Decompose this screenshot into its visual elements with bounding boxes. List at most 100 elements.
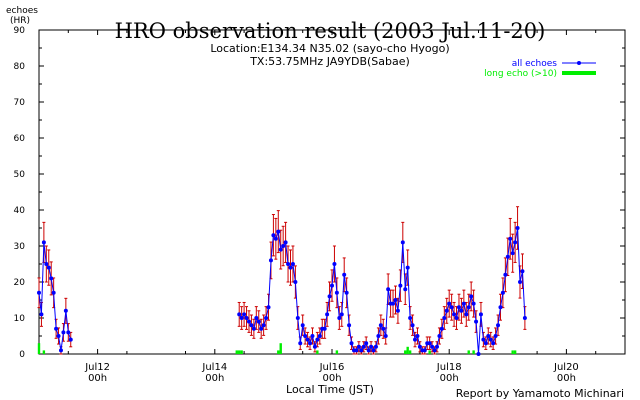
data-point [347, 323, 352, 328]
data-point [415, 334, 420, 338]
data-point [239, 316, 244, 320]
x-tick-label: Jul18 [436, 362, 462, 373]
data-point [452, 312, 457, 317]
data-point [395, 308, 400, 313]
data-point [256, 319, 261, 324]
data-point [288, 265, 293, 270]
long-echo-bar [408, 350, 412, 354]
data-point [303, 334, 308, 338]
data-point [369, 344, 374, 349]
data-point [371, 348, 376, 353]
data-point [481, 337, 486, 342]
data-point [449, 305, 454, 310]
data-point [474, 319, 479, 324]
long-echo-bar [335, 350, 339, 354]
data-point [491, 341, 496, 346]
data-point [342, 272, 347, 277]
long-echo-bar [277, 350, 280, 354]
data-point [432, 348, 437, 353]
data-point [515, 226, 520, 230]
data-point [334, 290, 339, 295]
data-point [246, 319, 251, 324]
data-point [49, 276, 54, 281]
data-point [359, 348, 364, 353]
data-point [312, 344, 317, 349]
data-point [293, 280, 298, 284]
data-point [56, 334, 61, 338]
data-point [413, 337, 418, 342]
data-point [383, 334, 388, 338]
all-echoes-line [38, 227, 526, 355]
data-point [393, 298, 398, 302]
long-echo-bar [279, 343, 282, 354]
data-point [261, 323, 266, 328]
data-point [300, 323, 305, 328]
long-echo-bar [238, 350, 241, 354]
data-point [295, 316, 300, 320]
data-point [58, 348, 63, 353]
data-point [456, 305, 461, 310]
x-tick-label: Jul16 [319, 362, 345, 373]
y-tick-label: 20 [14, 278, 26, 288]
data-point [498, 305, 503, 310]
data-point [376, 334, 381, 338]
data-point [454, 316, 459, 320]
data-point [459, 308, 464, 313]
long-echo-bar [42, 350, 46, 354]
long-echo-bar [406, 346, 409, 354]
data-point [469, 294, 474, 299]
data-point [478, 312, 483, 317]
legend-label-long-echo: long echo (>10) [484, 69, 557, 79]
data-point [44, 262, 49, 266]
data-point [422, 348, 427, 353]
data-point [283, 240, 288, 245]
data-point [66, 330, 71, 335]
long-echo-bar [37, 343, 41, 354]
long-echo-bar [472, 350, 475, 354]
data-point [308, 341, 313, 346]
data-point [522, 316, 527, 320]
long-echo-bar [404, 350, 407, 354]
data-point [437, 334, 442, 338]
data-point [408, 316, 413, 320]
data-point [305, 337, 310, 342]
data-point [339, 312, 344, 317]
data-point [505, 254, 510, 259]
data-point [427, 341, 432, 346]
series-line [238, 227, 526, 355]
data-point [464, 312, 469, 317]
data-point [349, 341, 354, 346]
y-tick-label: 30 [14, 242, 26, 252]
data-point [330, 283, 334, 288]
x-tick-sublabel: 00h [322, 373, 341, 384]
data-point [466, 305, 471, 310]
x-tick-sublabel: 00h [205, 373, 224, 384]
all-echoes-points [37, 226, 527, 356]
x-tick-sublabel: 00h [557, 373, 576, 384]
data-point [442, 316, 447, 320]
y-tick-label: 70 [14, 98, 26, 108]
data-point [237, 312, 242, 317]
data-point [486, 334, 491, 338]
data-point [508, 236, 513, 241]
data-point [322, 326, 327, 331]
data-point [434, 344, 439, 349]
y-axis-unit: (HR) [10, 16, 30, 26]
data-point [278, 247, 283, 252]
chart-title: HRO observation result (2003 Jul.11-20) [115, 19, 546, 43]
data-point [520, 269, 525, 274]
data-point [286, 262, 291, 266]
data-point [325, 312, 330, 317]
transmitter-line: TX:53.75MHz JA9YDB(Sabae) [249, 55, 410, 68]
data-point [444, 308, 449, 313]
data-point [439, 326, 444, 331]
data-point [264, 316, 269, 320]
y-tick-label: 10 [14, 314, 26, 324]
data-point [476, 352, 481, 356]
long-echo-bar [428, 350, 431, 354]
credit-text: Report by Yamamoto Michinari [456, 387, 624, 400]
data-point [298, 341, 303, 346]
y-tick-label: 40 [14, 206, 26, 216]
